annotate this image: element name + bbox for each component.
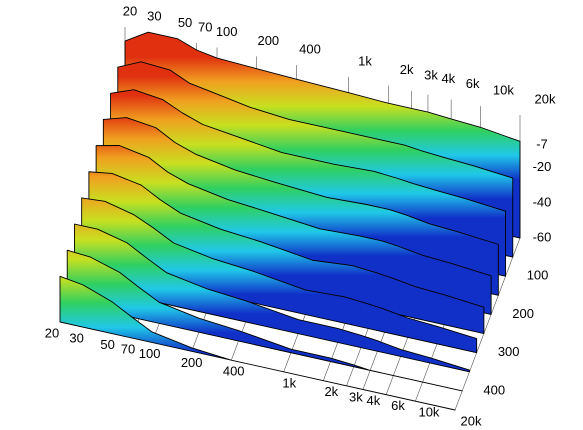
x-tick-label-back: 20k [535, 91, 556, 106]
time-tick-label: 300 [498, 344, 520, 359]
z-tick-label: -20 [533, 159, 552, 174]
floor-grid-line [454, 237, 521, 411]
x-tick-label-front: 20 [45, 325, 59, 340]
x-tick-label-back: 3k [424, 67, 438, 82]
x-tick-label-front: 6k [391, 398, 405, 413]
decay-slice [66, 249, 463, 392]
x-tick-label-back: 400 [299, 42, 321, 57]
x-tick-label-back: 200 [257, 33, 279, 48]
x-tick-label-back: 20 [123, 3, 137, 18]
time-tick-label: 400 [483, 382, 505, 397]
x-tick-label-front: 2k [324, 384, 338, 399]
x-tick-label-front: 50 [100, 337, 114, 352]
x-tick-label-back: 1k [358, 53, 372, 68]
x-tick-label-back: 50 [178, 15, 192, 30]
x-tick-label-front: 10k [418, 405, 439, 420]
z-tick-label: -60 [533, 229, 552, 244]
decay-slice [81, 197, 478, 354]
x-tick-label-back: 70 [198, 19, 212, 34]
decay-slice [95, 145, 492, 315]
x-tick-label-front: 1k [282, 375, 296, 390]
x-tick-label-front: 400 [223, 364, 245, 379]
x-tick-label-back: 2k [400, 62, 414, 77]
time-tick-label: 100 [527, 268, 549, 283]
decay-slice [59, 275, 456, 411]
x-tick-label-front: 20k [461, 413, 482, 428]
time-tick-label: 200 [512, 306, 534, 321]
x-tick-label-front: 4k [367, 393, 381, 408]
x-tick-label-front: 70 [121, 341, 135, 356]
x-tick-label-front: 3k [349, 389, 363, 404]
x-tick-label-back: 10k [493, 83, 514, 98]
x-tick-label-front: 100 [139, 346, 161, 361]
x-tick-label-back: 100 [216, 24, 238, 39]
z-tick-label: -40 [533, 194, 552, 209]
x-tick-label-front: 200 [181, 355, 203, 370]
x-tick-label-back: 30 [147, 9, 161, 24]
x-tick-label-back: 4k [441, 71, 455, 86]
x-tick-label-back: 6k [466, 76, 480, 91]
z-tick-label: -7 [536, 136, 548, 151]
decay-slice [88, 171, 485, 335]
x-tick-label-front: 30 [69, 331, 83, 346]
